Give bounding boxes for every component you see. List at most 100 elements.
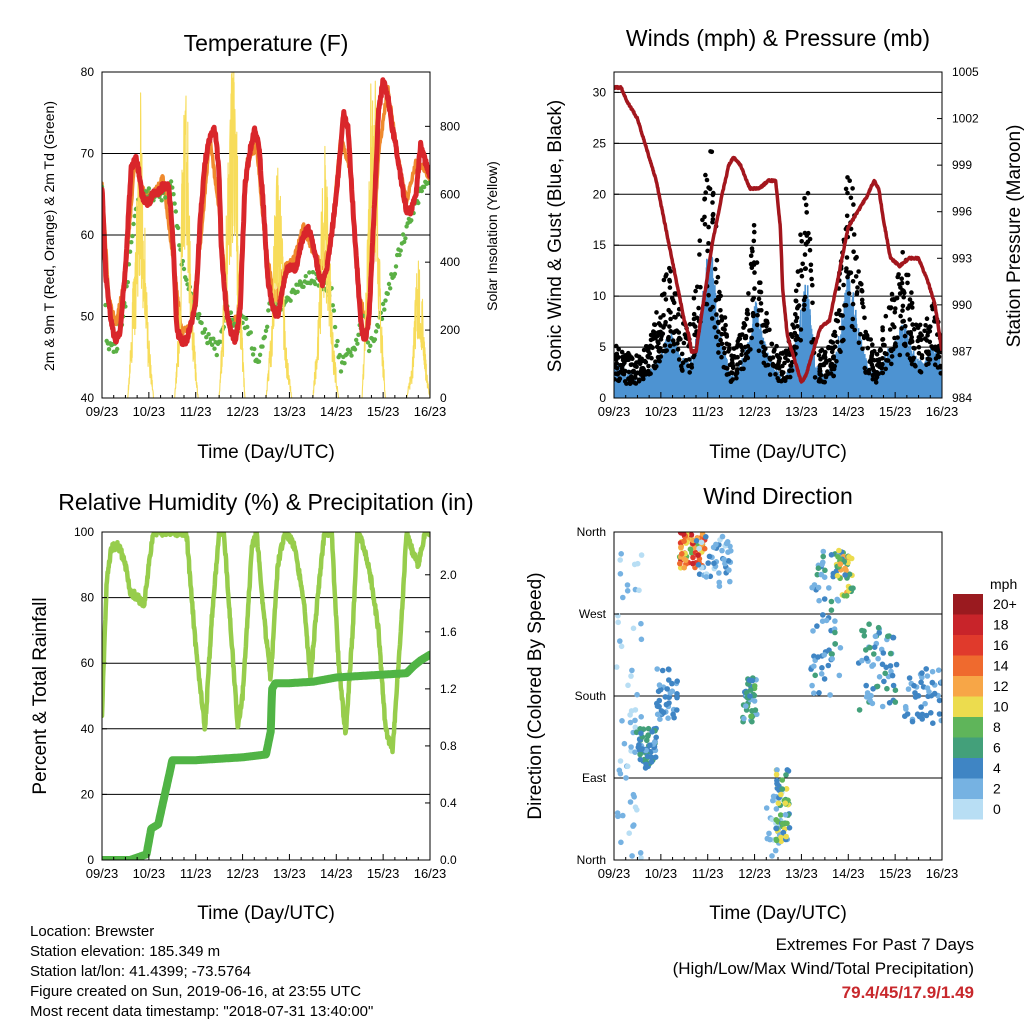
direction-point <box>828 651 835 657</box>
direction-point <box>701 545 708 552</box>
dewpoint-point <box>398 248 403 253</box>
direction-point <box>638 730 644 737</box>
gust-point <box>671 300 677 306</box>
direction-point <box>636 587 642 594</box>
direction-point <box>848 585 854 592</box>
gust-point <box>724 332 729 338</box>
gust-point <box>728 378 734 384</box>
gust-point <box>716 342 721 348</box>
wind-xtick-label: 15/23 <box>879 404 912 419</box>
gust-point <box>675 347 681 352</box>
temperature-xtick-label: 16/23 <box>414 404 447 419</box>
gust-point <box>691 311 697 317</box>
gust-point <box>767 372 773 377</box>
gust-point <box>879 370 885 376</box>
temperature-xtick-label: 14/23 <box>320 404 353 419</box>
gust-point <box>756 348 762 354</box>
rh-y2tick-label: 1.6 <box>440 625 457 639</box>
gust-point <box>654 310 659 315</box>
gust-point <box>828 371 834 376</box>
temperature-xtick-label: 12/23 <box>226 404 259 419</box>
gust-point <box>716 294 721 300</box>
dewpoint-point <box>382 307 387 312</box>
gust-point <box>817 363 823 369</box>
temperature-xtick-label: 10/23 <box>133 404 166 419</box>
gust-point <box>799 239 804 244</box>
direction-point <box>698 539 705 546</box>
gust-point <box>822 355 828 360</box>
gust-point <box>662 343 668 348</box>
gust-point <box>760 323 765 328</box>
gust-point <box>765 362 771 368</box>
total-rainfall-line <box>102 650 430 860</box>
gust-point <box>756 296 762 302</box>
dewpoint-point <box>266 308 271 313</box>
legend-swatch <box>953 594 983 615</box>
direction-point <box>826 585 832 591</box>
gust-point <box>652 330 657 335</box>
direction-point <box>643 761 649 768</box>
direction-point <box>832 641 838 647</box>
rh-xtick-label: 10/23 <box>133 866 166 881</box>
direction-point <box>660 709 667 716</box>
wind-y2tick-label: 993 <box>952 251 972 265</box>
gust-point <box>819 347 825 353</box>
gust-point <box>803 202 809 208</box>
direction-point <box>630 625 637 632</box>
dewpoint-point <box>132 213 137 219</box>
direction-point <box>843 567 849 574</box>
rh-panel: Relative Humidity (%) & Precipitation (i… <box>30 489 474 924</box>
direction-point <box>623 775 629 781</box>
gust-point <box>693 288 698 294</box>
gust-point <box>727 346 732 352</box>
gust-point <box>702 222 708 227</box>
dewpoint-point <box>298 281 304 286</box>
gust-point <box>817 368 823 374</box>
gust-point <box>801 307 807 312</box>
gust-point <box>730 365 736 371</box>
wind-y2tick-label: 996 <box>952 205 972 219</box>
gust-point <box>655 355 661 360</box>
gust-point <box>830 355 836 360</box>
direction-point <box>647 742 653 748</box>
gust-point <box>882 342 887 348</box>
gust-point <box>648 337 654 343</box>
gust-point <box>829 361 835 367</box>
gust-point <box>697 238 703 243</box>
direction-point <box>815 584 822 591</box>
direction-point <box>637 850 644 856</box>
direction-point <box>836 547 842 554</box>
direction-xtick-label: 13/23 <box>785 866 818 881</box>
gust-point <box>913 364 918 369</box>
temperature-panel: Temperature (F) 405060708002004006008000… <box>41 30 500 463</box>
direction-point <box>827 692 833 698</box>
direction-point <box>747 687 754 693</box>
gust-point <box>841 337 846 343</box>
direction-point <box>617 638 623 644</box>
direction-point <box>632 717 638 724</box>
direction-point <box>719 547 725 554</box>
gust-point <box>667 324 672 329</box>
gust-point <box>703 172 708 178</box>
direction-point <box>617 557 623 563</box>
direction-point <box>828 607 835 613</box>
gust-point <box>750 310 756 316</box>
gust-point <box>718 337 723 343</box>
temperature-ytick-label: 60 <box>81 228 95 242</box>
gust-point <box>918 337 924 343</box>
gust-point <box>631 368 636 374</box>
gust-point <box>723 322 728 328</box>
gust-point <box>668 269 673 274</box>
gust-point <box>779 369 784 375</box>
gust-point <box>901 318 906 324</box>
direction-point <box>638 714 644 720</box>
gust-point <box>863 329 868 335</box>
legend-swatch <box>953 614 983 635</box>
dewpoint-point <box>335 338 340 344</box>
gust-point <box>751 295 756 301</box>
dewpoint-point <box>313 281 318 287</box>
direction-point <box>876 630 882 636</box>
direction-point <box>690 560 696 567</box>
direction-series <box>614 532 942 860</box>
direction-point <box>821 652 828 658</box>
